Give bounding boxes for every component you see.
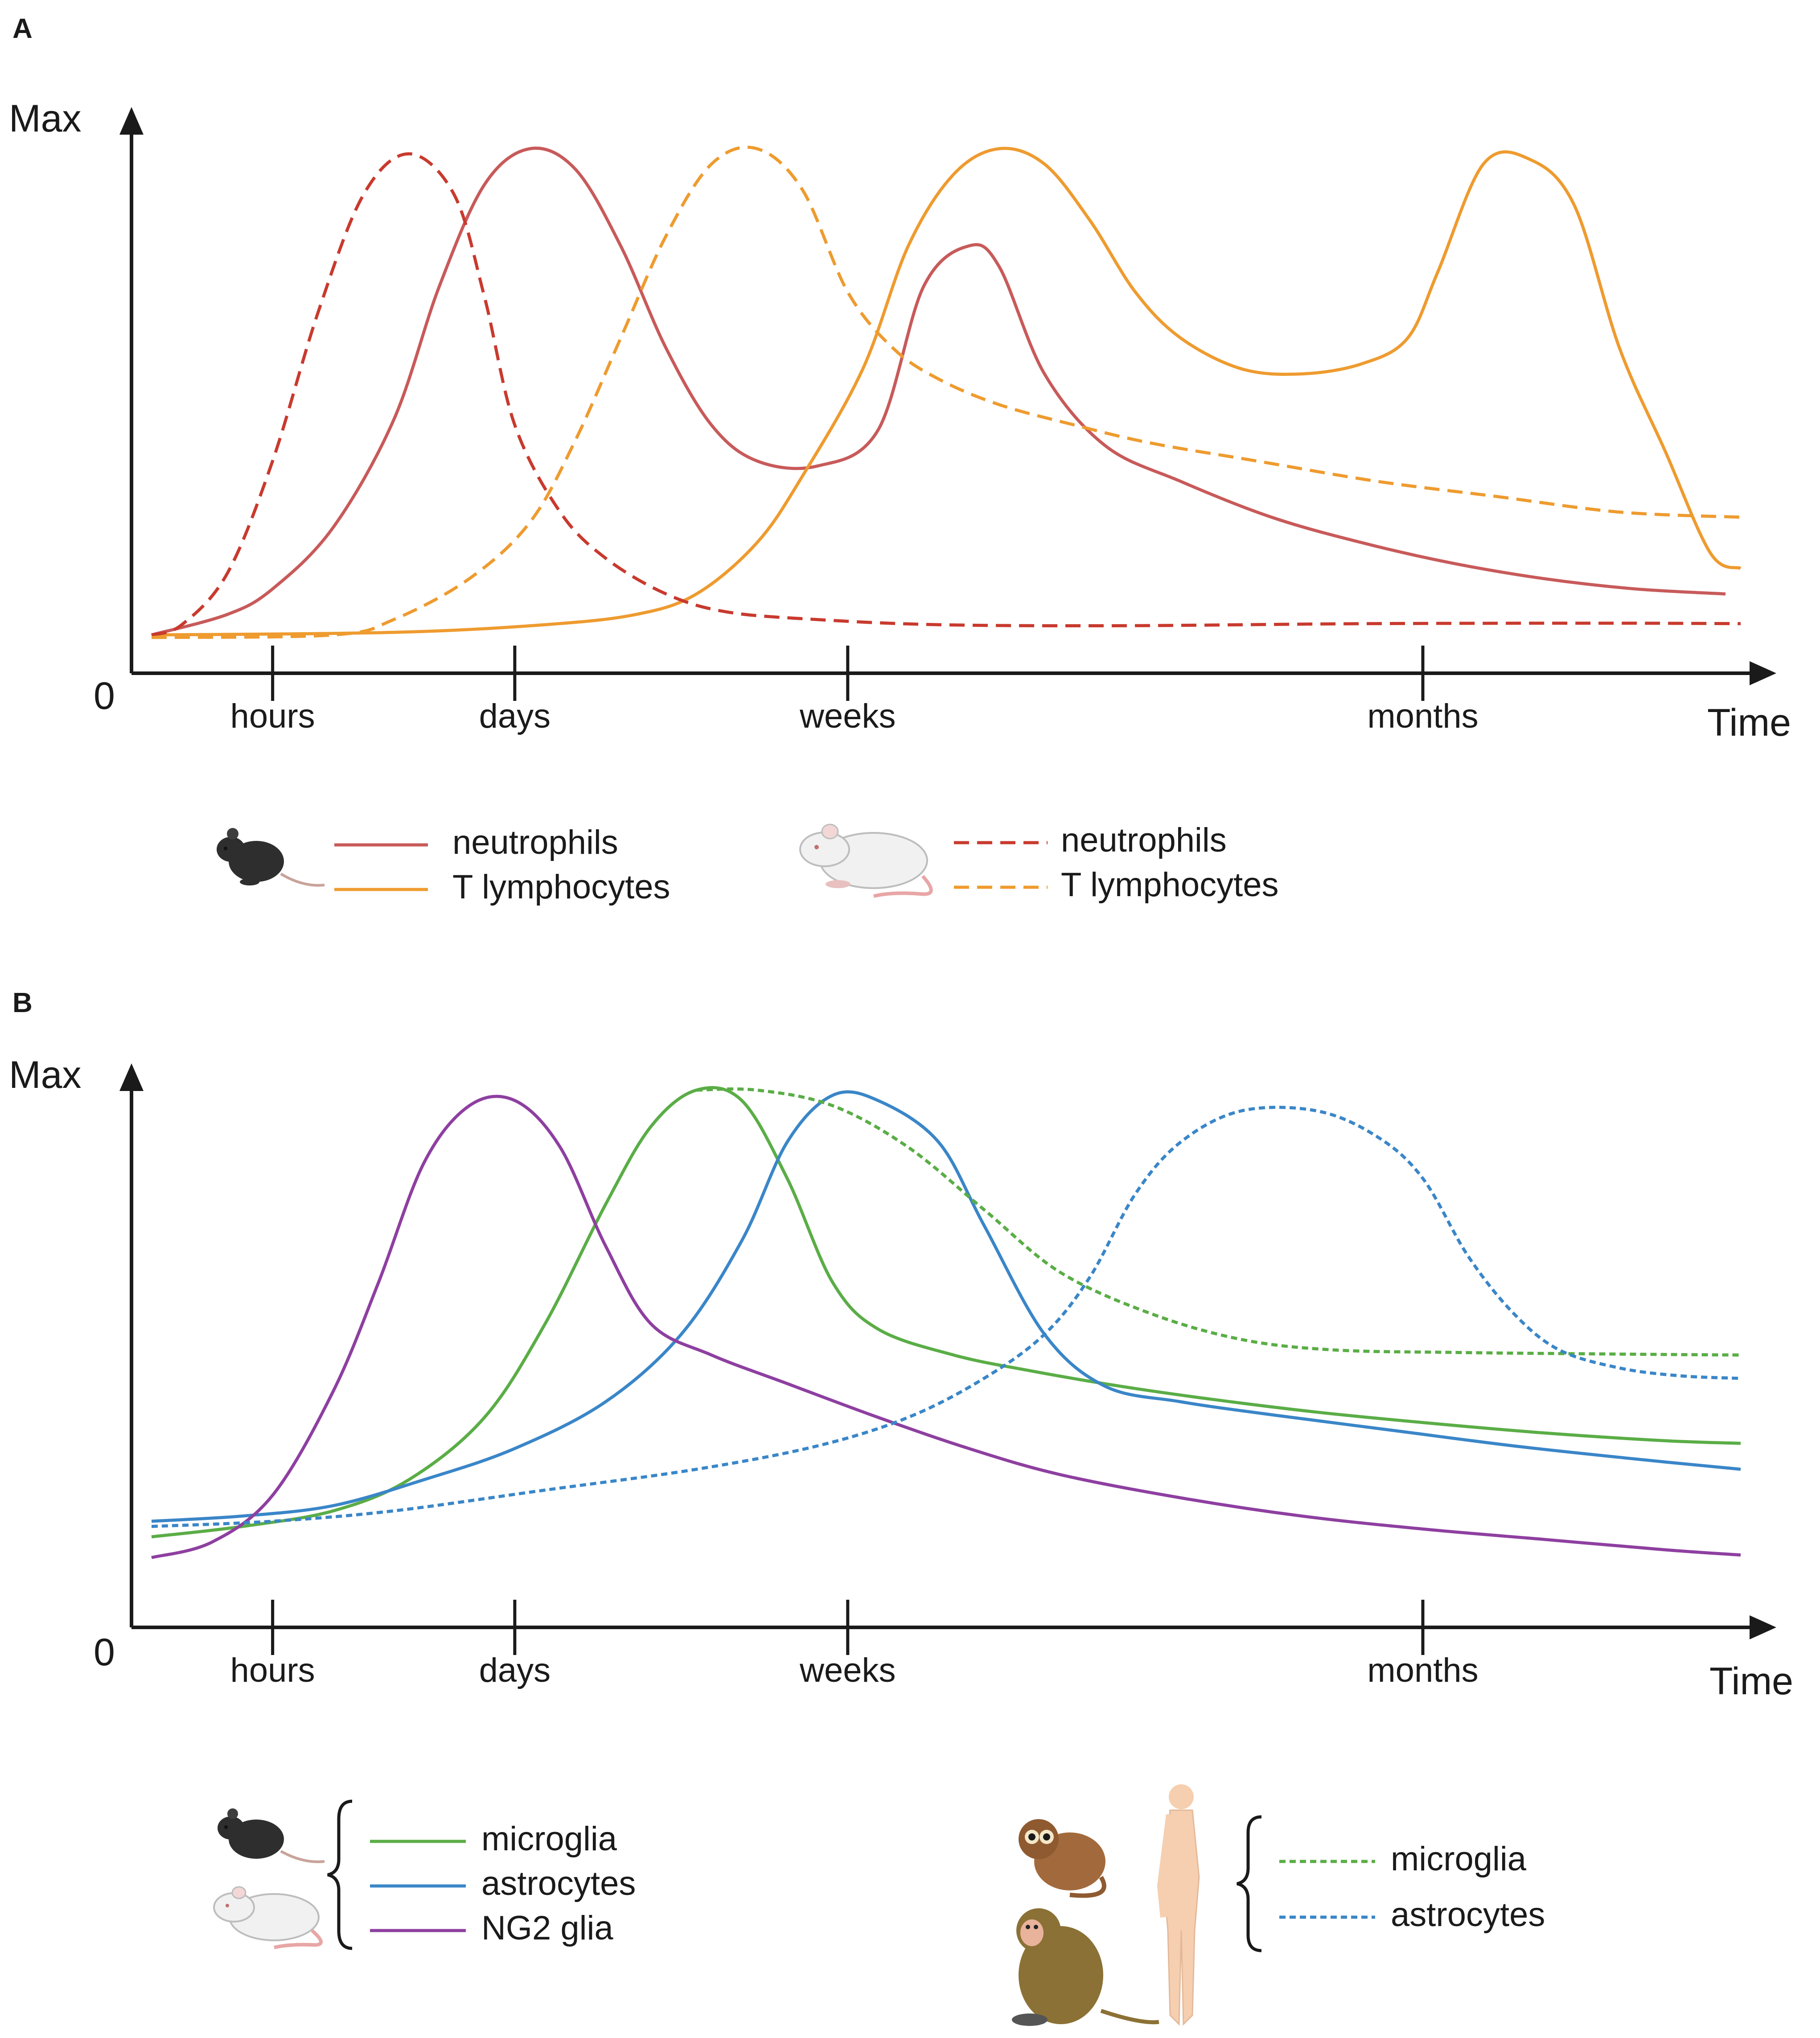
white-rat-icon — [799, 823, 933, 898]
panel-a-ticks: hours days weeks months — [230, 646, 1479, 735]
x-tick-label-months: months — [1367, 697, 1478, 735]
black-mouse-icon — [218, 1808, 325, 1863]
panel-b-ymax-label: Max — [9, 1054, 81, 1096]
series-line-microglia-primate-human — [696, 1087, 1741, 1357]
series-line-astrocytes-primate-human — [151, 1106, 1741, 1528]
x-tick-label-weeks: weeks — [799, 1651, 896, 1689]
series-line-neutrophils-rat — [151, 152, 1741, 637]
x-tick-label-weeks: weeks — [799, 697, 896, 735]
legend-a-mouse-tlymph-label: T lymphocytes — [452, 868, 670, 906]
legend-b-ng2-label: NG2 glia — [481, 1909, 613, 1947]
panel-a: A Max 0 Time hours days weeks months neutro… — [9, 13, 1791, 906]
legend-a-rat-neutrophils-label: neutrophils — [1061, 821, 1227, 859]
panel-a-yzero-label: 0 — [94, 675, 115, 717]
panel-b-ticks: hours days weeks months — [230, 1600, 1479, 1689]
x-tick-label-days: days — [479, 697, 551, 735]
x-tick-label-hours: hours — [230, 697, 315, 735]
x-tick-label-months: months — [1367, 1651, 1478, 1689]
panel-b-yzero-label: 0 — [94, 1631, 115, 1674]
panel-b-x-arrow — [1750, 1615, 1776, 1639]
panel-b: B Max 0 Time hours days weeks months — [9, 988, 1793, 2026]
series-line-ng2-glia-rodent — [151, 1095, 1741, 1559]
human-icon — [1157, 1784, 1200, 2026]
legend-a: neutrophils T lymphocytes neutrophils T … — [217, 821, 1279, 906]
series-line-neutrophils-mouse — [151, 146, 1726, 637]
legend-a-rat-tlymph-label: T lymphocytes — [1061, 866, 1279, 904]
white-rat-icon — [213, 1886, 323, 1949]
legend-b-primate-astrocytes-label: astrocytes — [1391, 1896, 1545, 1934]
panel-b-series — [151, 1086, 1741, 1559]
legend-b-microglia-label: microglia — [481, 1820, 617, 1858]
panel-a-x-arrow — [1750, 661, 1776, 685]
panel-a-ymax-label: Max — [9, 97, 81, 140]
panel-b-y-arrow — [119, 1063, 144, 1091]
primate-brace — [1237, 1815, 1262, 1952]
panel-a-label: A — [12, 13, 33, 44]
panel-b-label: B — [12, 988, 33, 1018]
tarsier-icon — [1019, 1819, 1106, 1898]
legend-b-primate-microglia-label: microglia — [1391, 1840, 1527, 1878]
series-line-astrocytes-rodent — [151, 1090, 1741, 1523]
series-line-t-lymphocytes-mouse — [151, 147, 1742, 637]
panel-a-series — [151, 145, 1742, 639]
legend-b: microglia astrocytes NG2 glia — [213, 1784, 1545, 2026]
rodent-brace — [327, 1799, 353, 1950]
macaque-icon — [1012, 1908, 1159, 2026]
panel-a-y-arrow — [119, 107, 144, 135]
series-line-microglia-rodent — [151, 1086, 1741, 1539]
black-mouse-icon — [217, 828, 325, 887]
panel-b-xlabel: Time — [1709, 1660, 1793, 1703]
legend-a-mouse-neutrophils-label: neutrophils — [452, 823, 618, 861]
x-tick-label-days: days — [479, 1651, 551, 1689]
series-line-t-lymphocytes-rat — [151, 145, 1741, 639]
legend-b-astrocytes-label: astrocytes — [481, 1865, 636, 1902]
x-tick-label-hours: hours — [230, 1651, 315, 1689]
panel-a-xlabel: Time — [1707, 701, 1791, 744]
